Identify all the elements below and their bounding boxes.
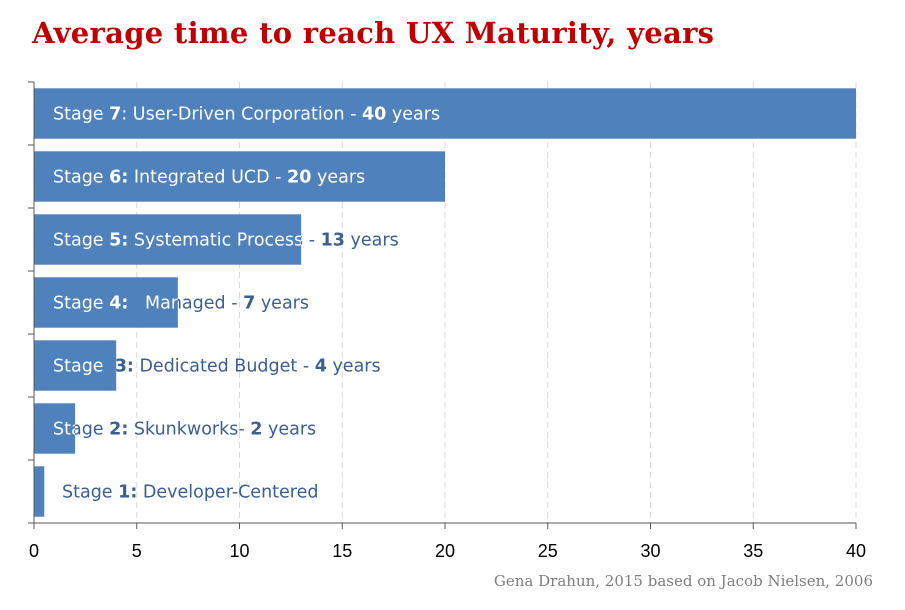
bar-label-text: : User-Driven Corporation - bbox=[121, 105, 362, 125]
bar-label-number: 2 bbox=[250, 420, 262, 440]
x-tick-label: 10 bbox=[229, 541, 249, 561]
bar-label-text: Systematic Process - bbox=[128, 231, 320, 251]
bar-label-number: 20 bbox=[287, 168, 311, 188]
x-tick-label: 5 bbox=[132, 541, 142, 561]
bar-label-number: 4 bbox=[315, 357, 327, 377]
bar-label-number: 3: bbox=[115, 357, 134, 377]
chart-title: Average time to reach UX Maturity, years bbox=[32, 16, 715, 50]
bar-label: Stage 3: Dedicated Budget - 4 years bbox=[53, 357, 381, 377]
bar-label-text: years bbox=[311, 168, 365, 188]
x-tick-label: 0 bbox=[29, 541, 39, 561]
bar-label-number: 7 bbox=[109, 105, 121, 125]
bar-label-number: 1: bbox=[118, 483, 137, 503]
x-tick-label: 30 bbox=[640, 541, 660, 561]
bar-label-text: Stage bbox=[53, 357, 115, 377]
bar-label: Stage 2: Skunkworks- 2 years bbox=[53, 420, 316, 440]
bar-label-text: Stage bbox=[53, 420, 109, 440]
bar bbox=[34, 151, 445, 202]
bar bbox=[34, 277, 178, 328]
bar-labels: Stage 7: User-Driven Corporation - 40 ye… bbox=[53, 105, 440, 503]
x-tick-label: 35 bbox=[743, 541, 763, 561]
bar bbox=[34, 214, 302, 265]
bar bbox=[34, 340, 117, 391]
bar-label-text: years bbox=[345, 231, 399, 251]
bar-label-text: Stage bbox=[53, 294, 109, 314]
axes: 0 5 10 15 20 25 30 35 40 bbox=[28, 81, 866, 561]
bar-label-text: years bbox=[386, 105, 440, 125]
bar-label-text: years bbox=[327, 357, 381, 377]
bar-label: Stage 7: User-Driven Corporation - 40 ye… bbox=[53, 105, 440, 125]
bar-label: Stage 5: Systematic Process - 13 years bbox=[53, 231, 399, 251]
bar-label-text: Stage bbox=[62, 483, 118, 503]
bar-label-text: years bbox=[255, 294, 309, 314]
bar-label-number: 4: bbox=[109, 294, 128, 314]
bar-label: Stage 6: Integrated UCD - 20 years bbox=[53, 168, 365, 188]
bar-label-text: Stage bbox=[53, 168, 109, 188]
bar-label-number: 3: bbox=[115, 357, 134, 377]
bar-label: Stage 4: Managed - 7 years bbox=[53, 294, 309, 314]
bar-label: Stage 5: Systematic Process - 13 years bbox=[53, 231, 399, 251]
bar-label: Stage 4: Managed - 7 years bbox=[53, 294, 309, 314]
bar-label-text: Stage bbox=[53, 105, 109, 125]
bar-label-text: Stage bbox=[53, 231, 109, 251]
bar-label-text: Stage bbox=[53, 420, 109, 440]
bar-label-number: 40 bbox=[362, 105, 386, 125]
bar-label-text: Dedicated Budget - bbox=[134, 357, 315, 377]
bar-label-number: 13 bbox=[321, 231, 345, 251]
x-tick-label: 25 bbox=[538, 541, 558, 561]
bar bbox=[34, 403, 76, 454]
x-tick-label: 40 bbox=[846, 541, 866, 561]
bar-label-text: Skunkworks- bbox=[128, 420, 250, 440]
bar-label-text: Systematic Process - bbox=[128, 231, 320, 251]
bar-label-text: Developer-Centered bbox=[137, 483, 318, 503]
bar-label-text: Managed - bbox=[128, 294, 243, 314]
source-credit: Gena Drahun, 2015 based on Jacob Nielsen… bbox=[493, 572, 873, 590]
bar bbox=[34, 466, 45, 517]
bar-label-text: Managed - bbox=[128, 294, 243, 314]
bar-label-number: 7 bbox=[243, 294, 255, 314]
bar-label-text: years bbox=[262, 420, 316, 440]
x-tick-label: 20 bbox=[435, 541, 455, 561]
bar-label: Stage 3: Dedicated Budget - 4 years bbox=[53, 357, 381, 377]
x-tick-label: 15 bbox=[332, 541, 352, 561]
bar-label-text: Integrated UCD - bbox=[128, 168, 287, 188]
bars bbox=[34, 88, 856, 517]
bar-label: Stage 2: Skunkworks- 2 years bbox=[53, 420, 316, 440]
bar-label-number: 5: bbox=[109, 231, 128, 251]
bar bbox=[34, 88, 856, 139]
bar-label: Stage 1: Developer-Centered bbox=[62, 483, 318, 503]
bar-label-number: 2: bbox=[109, 420, 128, 440]
bar-label-number: 6: bbox=[109, 168, 128, 188]
